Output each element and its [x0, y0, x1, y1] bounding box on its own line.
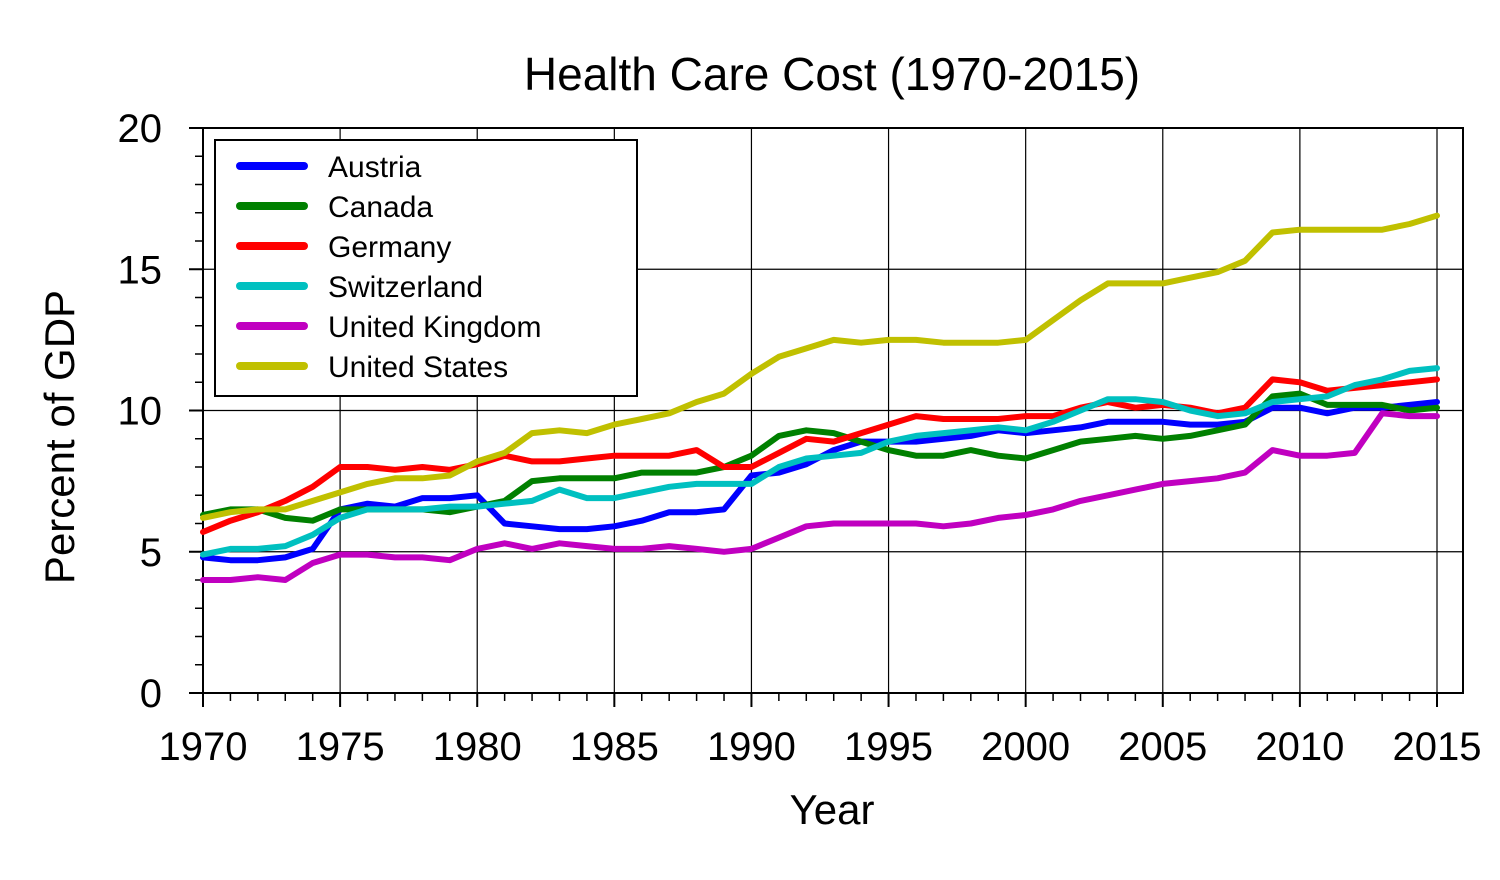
legend-label-canada: Canada [328, 191, 433, 224]
legend: Austria Canada Germany Switzerland United Ki… [214, 139, 638, 397]
legend-label-germany: Germany [328, 231, 451, 264]
x-tick-label: 1980 [433, 725, 522, 769]
series-line-united-kingdom [200, 410, 1440, 583]
x-tick-label: 1985 [570, 725, 659, 769]
x-tick-label: 1990 [707, 725, 796, 769]
y-tick-label: 5 [140, 531, 162, 575]
y-tick-label: 10 [118, 390, 163, 434]
series-line-united-states [200, 212, 1440, 521]
legend-label-austria: Austria [328, 151, 422, 184]
series-lines [200, 212, 1440, 583]
x-tick-label: 1995 [844, 725, 933, 769]
y-tick-label: 20 [118, 107, 163, 151]
legend-label-united-kingdom: United Kingdom [328, 311, 541, 344]
series-line-germany [200, 376, 1440, 535]
series-line-switzerland [200, 365, 1440, 558]
x-tick-label: 1975 [296, 725, 385, 769]
axis-ticks: 1970 1975 1980 1985 1990 1995 2000 2005 2010 2015… [118, 107, 1482, 769]
legend-label-united-states: United States [328, 351, 508, 384]
legend-box [214, 139, 638, 397]
y-axis-title: Percent of GDP [36, 290, 83, 584]
x-axis-title: Year [790, 786, 875, 833]
y-tick-label: 15 [118, 248, 163, 292]
x-tick-label: 2000 [981, 725, 1070, 769]
y-tick-label: 0 [140, 672, 162, 716]
legend-label-switzerland: Switzerland [328, 271, 483, 304]
x-tick-label: 2010 [1255, 725, 1344, 769]
x-tick-label: 2005 [1118, 725, 1207, 769]
chart-title: Health Care Cost (1970-2015) [524, 48, 1140, 100]
x-tick-label: 2015 [1393, 725, 1482, 769]
x-tick-label: 1970 [159, 725, 248, 769]
